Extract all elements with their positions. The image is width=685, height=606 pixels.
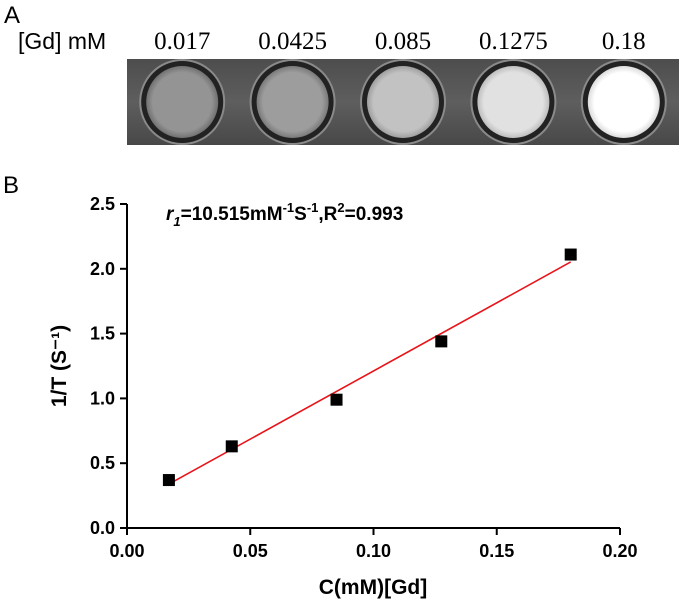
concentration-label: 0.18: [602, 28, 646, 55]
y-tick-label: 0.5: [90, 453, 115, 473]
y-tick-label: 2.0: [90, 259, 115, 279]
x-tick-label: 0.10: [356, 541, 391, 561]
phantom-tube: [256, 66, 329, 138]
data-points: [162, 248, 577, 487]
annot-rest-1: =10.515mM: [181, 204, 283, 225]
annot-r: r: [166, 204, 175, 225]
data-point: [225, 440, 238, 453]
annot-rest-2: S: [294, 204, 307, 225]
x-tick-label: 0.05: [233, 541, 268, 561]
plot-axes: [120, 203, 621, 535]
x-tick-label: 0.00: [109, 541, 144, 561]
phantom-tube: [477, 66, 550, 138]
y-tick-label: 0.0: [90, 518, 115, 538]
phantom-tube: [146, 66, 219, 138]
data-point: [564, 248, 577, 261]
annot-rest-4: =0.993: [345, 204, 404, 225]
gd-row-label: [Gd] mM: [18, 28, 106, 54]
y-tick-label: 1.0: [90, 388, 115, 408]
concentration-label: 0.0425: [258, 28, 327, 55]
relaxivity-plot: 0.00 0.05 0.10 0.15 0.20 0.00.51.01.52.02.5 …: [48, 194, 638, 599]
concentration-label: 0.017: [154, 28, 210, 55]
phantom-tube: [367, 66, 439, 138]
annot-exp-1: -1: [283, 200, 295, 215]
annot-exp-2: -1: [307, 200, 319, 215]
y-tick-label: 2.5: [90, 194, 115, 214]
concentration-labels: 0.017 0.0425 0.085 0.1275 0.18: [154, 28, 646, 55]
y-tick-label: 1.5: [90, 324, 115, 344]
concentration-label: 0.085: [375, 28, 431, 55]
x-tick-labels: 0.00 0.05 0.10 0.15 0.20: [109, 541, 637, 561]
y-axis-title: 1/T (S⁻¹): [48, 325, 71, 407]
y-tick-labels: 0.0 0.5 1.0 1.5 2.0 2.5: [90, 194, 115, 538]
phantom-tube: [587, 66, 660, 138]
x-tick-label: 0.20: [602, 541, 637, 561]
annot-rest-3: ,R: [318, 204, 337, 225]
x-axis-title: C(mM)[Gd]: [319, 576, 427, 599]
panel-a-letter: A: [4, 2, 20, 29]
annot-exp-3: 2: [337, 200, 344, 215]
concentration-label: 0.1275: [479, 28, 548, 55]
relaxivity-annotation: r1=10.515mM-1S-1,R2=0.993: [166, 200, 403, 229]
phantom-mri-strip: [127, 59, 679, 145]
annot-r-sub: 1: [173, 214, 180, 229]
data-point: [162, 474, 175, 487]
panel-b-letter: B: [3, 172, 19, 199]
x-tick-label: 0.15: [479, 541, 514, 561]
data-point: [435, 335, 448, 348]
data-point: [330, 393, 343, 406]
